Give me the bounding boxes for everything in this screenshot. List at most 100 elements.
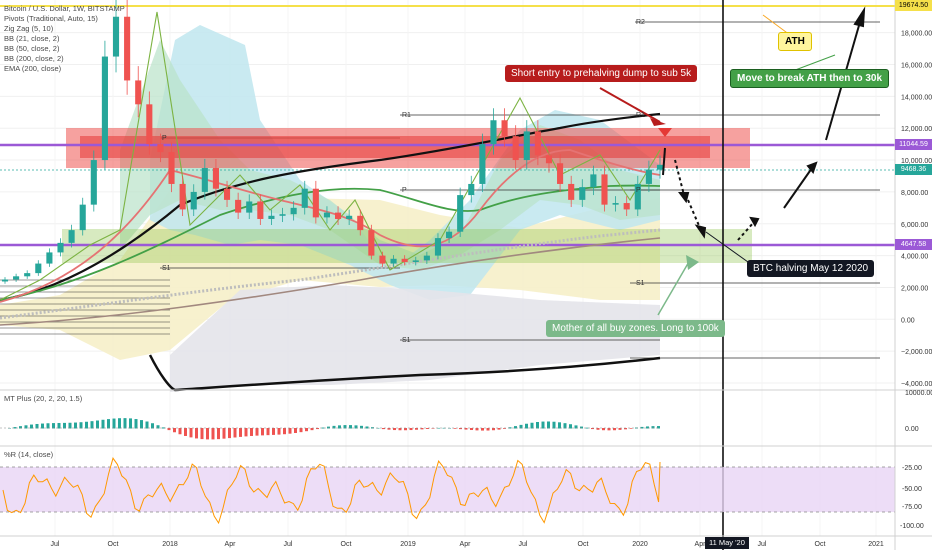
candle-up [457,195,464,232]
chart-legend[interactable]: Bitcoin / U.S. Dollar, 1W, BITSTAMP Pivo… [4,4,125,74]
macd-bar [211,428,215,440]
macd-bar [305,428,308,432]
macd-bar [332,425,336,429]
macd-bar [343,425,347,429]
candle-down [168,152,175,184]
macd-bar [261,428,264,436]
macd-bar [415,428,418,430]
buy-zone-note[interactable]: Mother of all buy zones. Long to 100k [546,320,725,337]
time-tick-label: Oct [108,541,119,548]
macd-bar [294,428,297,433]
candle-up [590,174,597,188]
macd-bar [536,422,539,429]
legend-bb200[interactable]: BB (200, close, 2) [4,54,64,63]
candle-down [312,188,319,218]
macd-bar [426,428,429,429]
candle-down [334,212,342,219]
halving-note[interactable]: BTC halving May 12 2020 [747,260,875,277]
candle-up [246,201,253,213]
time-tick-label: Oct [578,541,589,548]
legend-bb21[interactable]: BB (21, close, 2) [4,34,60,43]
macd-bar [233,428,237,438]
macd-bar [327,426,330,429]
candle-up [35,263,42,274]
price-tick-label: 0.00 [901,317,915,324]
short-entry-note[interactable]: Short entry to prehalving dump to sub 5k [505,65,698,82]
pointer-short-entry [599,87,661,123]
macd-bar [354,425,358,429]
macd-bar [453,428,457,429]
pivot-lines [0,21,880,359]
macd-bar [228,428,231,439]
time-axis-ticks[interactable]: Jul Oct 2018 Apr Jul Oct 2019 Apr Jul Oct 2020 Apr J… [51,541,884,548]
macd-bar [46,423,50,429]
candle-up [13,276,20,280]
macd-bar [464,428,468,430]
candle-up [434,238,442,256]
legend-macd[interactable]: MT Plus (20, 2, 20, 1.5) [4,394,83,403]
candle-down [623,203,630,210]
macd-bar [19,426,22,429]
candle-up [523,131,530,161]
candle-up [112,16,120,57]
macd-bar [57,422,61,429]
pivot-label: S1 [636,280,645,287]
macd-bar [283,428,286,435]
macd-bar [646,426,649,429]
legend-pivots[interactable]: Pivots (Traditional, Auto, 15) [4,14,98,23]
macd-bar [651,426,655,429]
macd-bar [486,428,490,431]
macd-bar [613,428,616,431]
macd-bar [629,428,633,429]
pivot-label: R1 [636,112,645,119]
macd-bar [492,428,495,431]
date-marker-label: 11 May '20 [705,537,749,549]
macd-bar [470,428,473,431]
ath-note[interactable]: ATH [778,32,812,51]
macd-bar [151,423,154,429]
candle-down [124,16,131,81]
break-ath-note[interactable]: Move to break ATH then to 30k [730,69,890,88]
macd-bar [420,428,424,430]
price-tick-label: 12,000.00 [901,126,932,133]
macd-bar [618,428,622,430]
legend-zigzag[interactable]: Zig Zag (5, 10) [4,24,54,33]
candle-up [24,273,31,277]
price-tick-label: 6,000.00 [901,222,928,229]
candle-up [201,168,208,192]
macd-bar [607,428,611,431]
candle-down [235,199,242,213]
legend-wr[interactable]: %R (14, close) [4,450,54,459]
bb21-basis-line [0,149,661,303]
macd-bar [250,428,253,436]
macd-bar [497,428,501,430]
macd-bar [503,428,506,429]
macd-bar [68,422,72,429]
macd-bar [13,427,17,429]
macd-bar [349,425,352,429]
price-tick-label: −2,000.00 [901,349,932,356]
projection-path [662,6,866,241]
ath-price-box: 19674.50 [895,0,932,11]
macd-bar [547,421,550,429]
pointer-buy-zone [657,259,691,316]
price-tick-label: 8,000.00 [901,190,928,197]
legend-bb50[interactable]: BB (50, close, 2) [4,44,60,53]
macd-bar [90,421,94,429]
macd-bar [184,428,187,436]
time-tick-label: 2021 [868,541,884,548]
macd-bar [41,423,44,429]
price-tick-label: 4,000.00 [901,254,928,261]
legend-ema[interactable]: EMA (200, close) [4,64,62,73]
legend-symbol[interactable]: Bitcoin / U.S. Dollar, 1W, BITSTAMP [4,4,125,13]
time-tick-label: Jul [284,541,293,548]
candle-down [146,104,153,145]
macd-tick-10000: 10000.00 [905,390,932,397]
last-price-box: 9468.36 [895,164,932,175]
macd-bar [222,428,226,439]
price-axis-ticks[interactable]: 18,000.00 16,000.00 14,000.00 12,000.00 10,0… [901,31,932,388]
macd-bar [85,421,88,429]
candle-up [490,120,497,145]
macd-bar [382,428,385,430]
candle-up [290,207,297,215]
